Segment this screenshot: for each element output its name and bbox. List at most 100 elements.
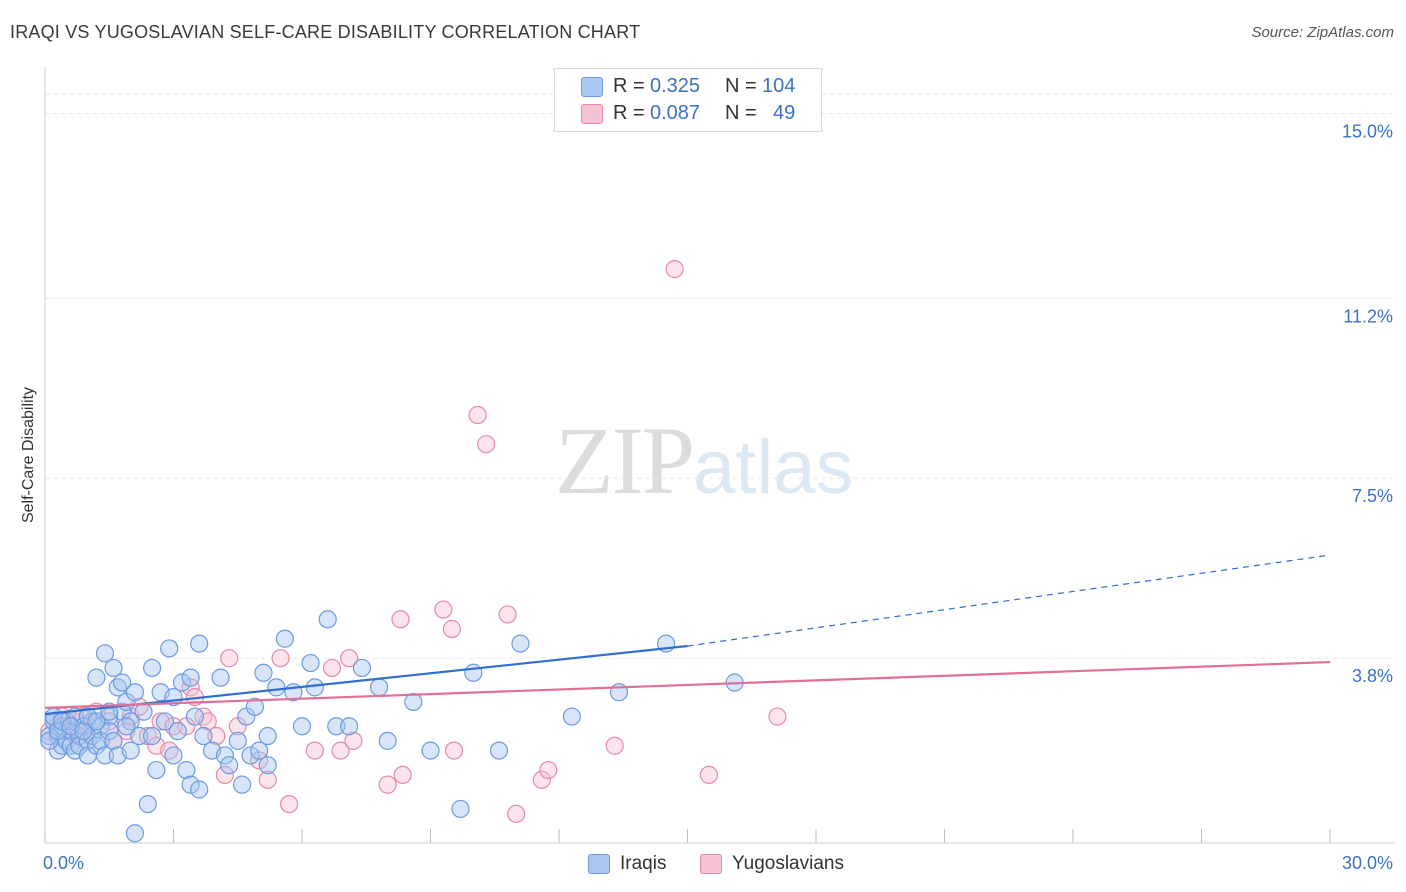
yugoslavian-point xyxy=(393,765,412,785)
legend-r-value: 0.087 xyxy=(650,102,701,124)
yugoslavian-point xyxy=(699,765,719,785)
legend-n-value: 104 xyxy=(762,75,796,97)
iraqi-point xyxy=(254,663,273,682)
iraqi-point xyxy=(220,756,239,775)
iraqi-point xyxy=(181,668,200,687)
iraqi-point xyxy=(318,610,337,629)
iraqi-point xyxy=(117,717,136,736)
yugoslavian-point xyxy=(305,741,324,760)
yugoslavian-point xyxy=(378,775,397,794)
yugoslavian-point xyxy=(322,658,342,678)
iraqi-point xyxy=(185,707,205,726)
iraqi-point xyxy=(258,756,277,775)
yugoslavian-point xyxy=(207,726,226,746)
iraqi-point xyxy=(104,731,123,750)
legend-label-yugoslavians: Yugoslavians xyxy=(732,853,844,874)
iraqi-point xyxy=(267,678,286,697)
legend-swatch-iraqis xyxy=(588,854,610,874)
chart-title: IRAQI VS YUGOSLAVIAN SELF-CARE DISABILIT… xyxy=(10,22,641,42)
yugoslavian-trend-line xyxy=(44,660,1331,709)
watermark-zip: ZIP xyxy=(555,407,695,514)
iraqi-point xyxy=(138,794,157,814)
iraqi-point xyxy=(155,712,175,731)
legend-n-label: N = xyxy=(725,75,757,97)
iraqi-point xyxy=(104,658,123,678)
iraqi-point xyxy=(121,741,140,760)
yugoslavian-point xyxy=(468,405,487,425)
iraqi-point xyxy=(142,726,162,746)
yugoslavian-point xyxy=(477,435,496,454)
iraqi-point xyxy=(215,746,234,765)
legend-n-label: N = xyxy=(725,102,757,124)
yugoslavian-point xyxy=(442,619,462,639)
iraqi-point xyxy=(190,780,209,799)
legend-swatch-iraqis xyxy=(581,77,603,97)
yugoslavian-point xyxy=(344,731,363,750)
yugoslavian-point xyxy=(434,600,453,619)
iraqi-trend-extension xyxy=(687,554,1331,647)
iraqi-point xyxy=(130,726,149,746)
yugoslavian-point xyxy=(768,707,787,726)
iraqi-point xyxy=(370,678,389,697)
iraqi-point xyxy=(464,663,483,682)
iraqi-point xyxy=(421,741,440,760)
yugoslavian-point xyxy=(215,765,234,785)
yugoslavian-point xyxy=(331,741,350,760)
legend-r-label: R = xyxy=(613,102,645,124)
iraqi-point xyxy=(327,717,346,736)
iraqi-point xyxy=(250,741,269,760)
yugoslavian-point xyxy=(665,260,684,279)
legend-r-label: R = xyxy=(613,75,645,97)
series-legend: Iraqis Yugoslavians xyxy=(0,851,1406,879)
iraqi-point xyxy=(160,639,179,658)
iraqi-point xyxy=(404,692,423,712)
iraqi-point xyxy=(275,629,294,648)
yugoslavian-point xyxy=(539,760,558,780)
iraqi-point xyxy=(451,799,470,819)
x-tick-label: 0.0% xyxy=(43,853,84,873)
iraqi-point xyxy=(241,746,260,765)
iraqi-point xyxy=(87,712,106,731)
iraqi-point xyxy=(190,634,209,653)
iraqi-point xyxy=(301,653,320,673)
iraqi-point xyxy=(378,731,397,750)
iraqi-point xyxy=(245,697,264,716)
yugoslavian-point xyxy=(340,649,359,668)
iraqi-point xyxy=(211,668,230,687)
iraqi-point xyxy=(172,673,192,692)
iraqi-point xyxy=(168,722,187,741)
iraqi-point xyxy=(147,760,166,780)
iraqi-point xyxy=(125,683,145,702)
iraqi-point xyxy=(228,731,247,750)
y-tick-label: 15.0% xyxy=(1342,121,1393,141)
yugoslavian-point xyxy=(498,605,517,624)
iraqi-point xyxy=(292,717,312,736)
iraqi-point xyxy=(352,658,372,678)
yugoslavian-point xyxy=(532,770,551,789)
legend-swatch-yugoslavians xyxy=(700,854,722,874)
iraqi-point xyxy=(562,707,581,726)
iraqi-point xyxy=(87,668,106,687)
iraqi-point xyxy=(181,775,200,794)
iraqi-point xyxy=(305,678,324,697)
iraqi-point xyxy=(78,707,97,726)
legend-label-iraqis: Iraqis xyxy=(620,853,667,874)
iraqi-point xyxy=(95,644,115,663)
iraqi-point xyxy=(258,726,277,746)
yugoslavian-point xyxy=(258,770,277,789)
iraqi-point xyxy=(194,726,213,746)
x-tick-label: 30.0% xyxy=(1342,853,1393,873)
iraqi-point xyxy=(134,702,153,721)
iraqi-point xyxy=(511,634,530,653)
iraqi-point xyxy=(112,673,132,692)
iraqi-point xyxy=(232,775,252,794)
watermark: ZIPatlas xyxy=(555,405,854,516)
iraqi-point xyxy=(100,722,119,741)
legend-swatch-yugoslavians xyxy=(581,104,603,124)
iraqi-point xyxy=(95,746,115,765)
watermark-atlas: atlas xyxy=(693,425,854,510)
iraqi-point xyxy=(142,658,162,678)
yugoslavian-point xyxy=(271,649,290,668)
iraqi-trend-line xyxy=(44,644,688,716)
source-label: Source: ZipAtlas.com xyxy=(1251,24,1394,41)
